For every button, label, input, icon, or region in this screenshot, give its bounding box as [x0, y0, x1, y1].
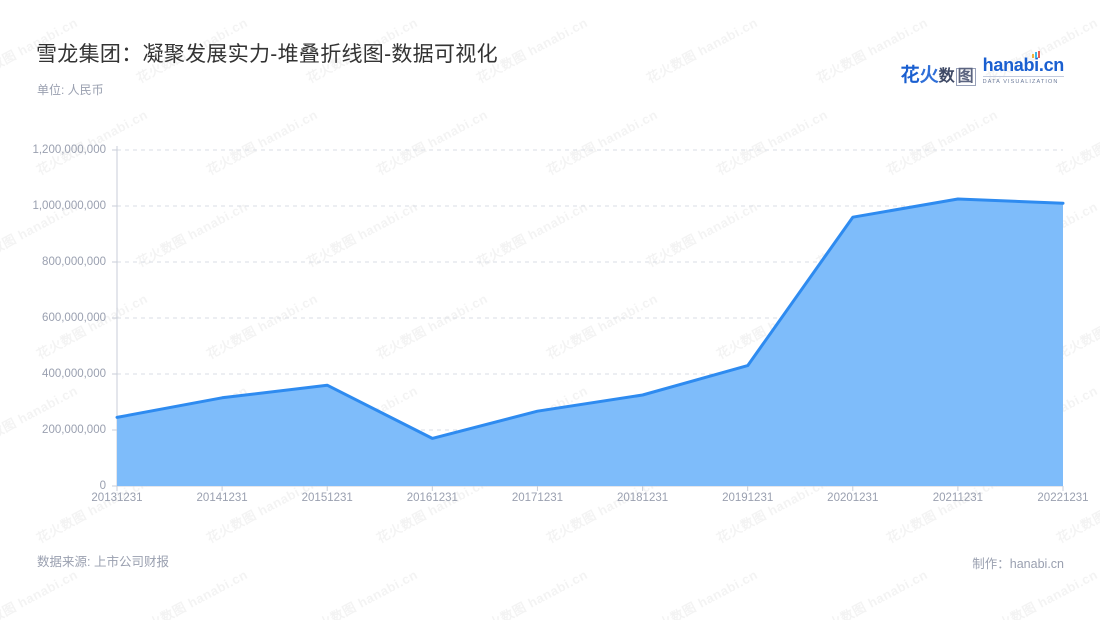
y-tick-label: 600,000,000: [42, 312, 106, 324]
x-tick-label: 20201231: [827, 492, 879, 504]
sparkle-icon: [1032, 51, 1040, 58]
logo-tagline: DATA VISUALIZATION: [982, 76, 1064, 85]
y-tick-label: 800,000,000: [42, 256, 106, 268]
logo-char-shu: 数: [938, 68, 955, 85]
x-tick-label: 20151231: [301, 492, 353, 504]
chart-x-ticks: [116, 486, 1064, 491]
logo-char-tu: 图: [955, 68, 976, 86]
x-tick-label: 20141231: [196, 492, 248, 504]
x-tick-label: 20191231: [722, 492, 774, 504]
source-note: 数据来源: 上市公司财报: [37, 555, 169, 569]
brand-logo: 花 火 数 图 hanabi.cn DATA VISUALIZATION: [900, 51, 1065, 86]
x-tick-label: 20161231: [406, 492, 458, 504]
brand-logo-english: hanabi.cn DATA VISUALIZATION: [982, 51, 1065, 85]
logo-char-hua: 花: [900, 64, 920, 86]
logo-char-huo: 火: [919, 64, 939, 86]
unit-label: 单位: 人民币: [37, 83, 104, 97]
page-title: 雪龙集团：凝聚发展实力-堆叠折线图-数据可视化: [36, 43, 498, 66]
y-tick-label: 1,000,000,000: [32, 200, 106, 212]
y-tick-label: 1,200,000,000: [32, 144, 106, 156]
x-tick-label: 20181231: [616, 492, 669, 504]
x-tick-label: 20211231: [932, 492, 984, 504]
y-tick-label: 200,000,000: [42, 424, 106, 436]
chart-area-fill: [117, 199, 1063, 486]
y-tick-label: 400,000,000: [42, 368, 106, 380]
logo-text-hanabi: hanabi.cn: [982, 55, 1065, 75]
y-axis-labels: 0 200,000,000 400,000,000 600,000,000 800,00…: [0, 0, 106, 620]
credit-note: 制作：hanabi.cn: [972, 557, 1064, 571]
x-tick-label: 20171231: [511, 492, 564, 504]
chart-line-series: [115, 197, 1065, 440]
x-tick-label: 20131231: [91, 492, 143, 504]
brand-logo-chinese: 花 火 数 图: [900, 64, 976, 86]
x-tick-label: 20221231: [1037, 492, 1089, 504]
y-tick-label: 0: [99, 480, 106, 492]
